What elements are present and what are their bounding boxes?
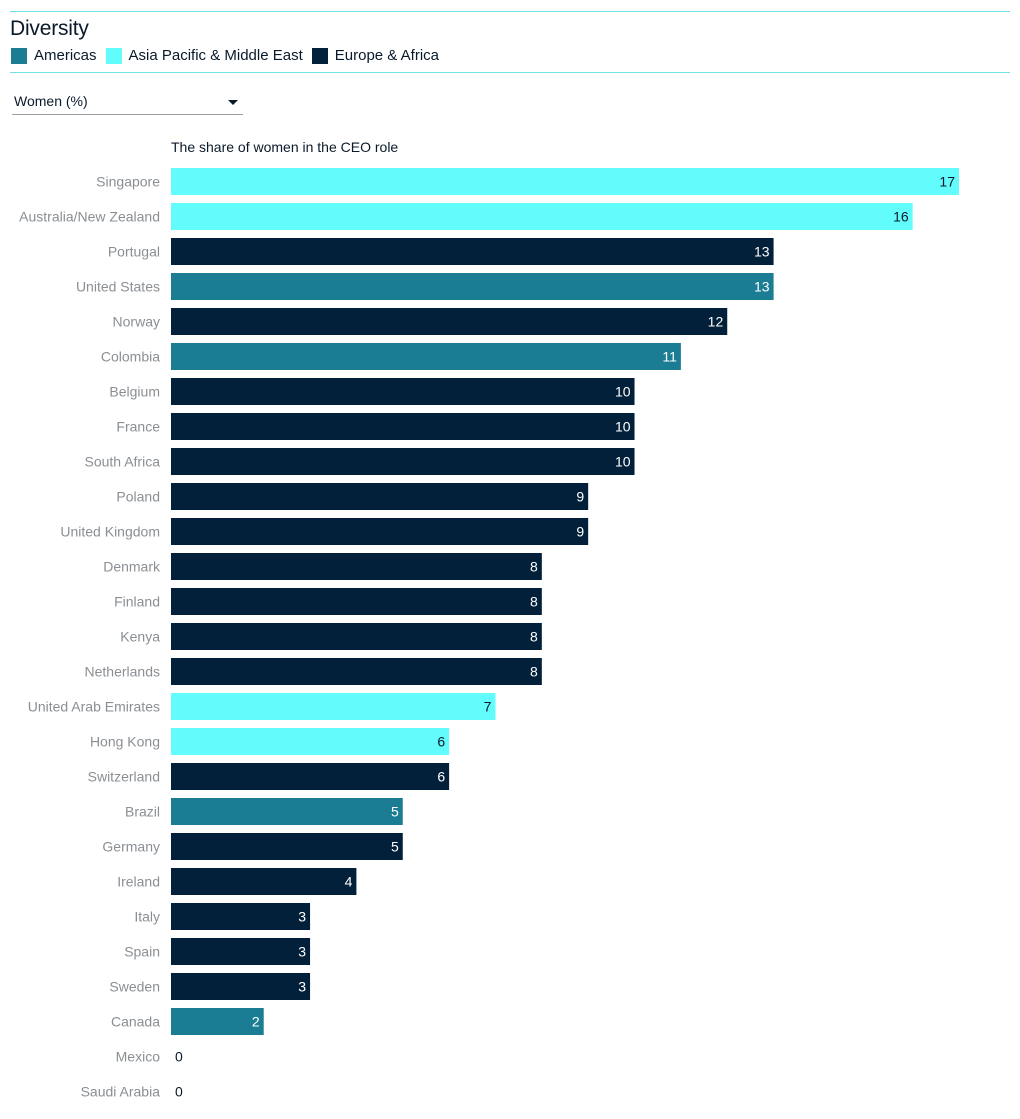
category-label-norway: Norway (113, 314, 160, 330)
value-label-hong-kong: 6 (437, 734, 445, 750)
bar-spain[interactable] (171, 938, 311, 965)
legend-divider (10, 72, 1010, 73)
bar-finland[interactable] (171, 588, 542, 615)
value-label-finland: 8 (530, 594, 538, 610)
category-label-brazil: Brazil (125, 804, 160, 820)
category-label-denmark: Denmark (103, 559, 161, 575)
bar-switzerland[interactable] (171, 763, 450, 790)
value-label-netherlands: 8 (530, 664, 538, 680)
legend-swatch-americas (11, 47, 27, 64)
category-label-united-kingdom: United Kingdom (60, 524, 160, 540)
value-label-saudi-arabia: 0 (175, 1084, 183, 1100)
bar-singapore[interactable] (171, 168, 959, 195)
value-label-france: 10 (615, 419, 631, 435)
chart-title: The share of women in the CEO role (171, 139, 399, 155)
bar-brazil[interactable] (171, 798, 403, 825)
category-label-finland: Finland (114, 594, 160, 610)
value-label-belgium: 10 (615, 384, 631, 400)
bar-sweden[interactable] (171, 973, 311, 1000)
legend-swatch-europe-africa (311, 47, 328, 64)
value-label-united-states: 13 (754, 279, 770, 295)
metric-dropdown[interactable]: Women (%) (12, 89, 243, 115)
category-label-kenya: Kenya (120, 629, 160, 645)
category-label-hong-kong: Hong Kong (90, 734, 160, 750)
legend-swatch-asia-pacific (105, 47, 122, 64)
top-divider (10, 11, 1010, 12)
legend-label-asia-pacific: Asia Pacific & Middle East (128, 47, 303, 64)
category-label-united-states: United States (76, 279, 160, 295)
category-label-south-africa: South Africa (85, 454, 161, 470)
bar-united-states[interactable] (171, 273, 774, 300)
value-label-spain: 3 (298, 944, 306, 960)
value-label-norway: 12 (708, 314, 724, 330)
bar-hong-kong[interactable] (171, 728, 450, 755)
category-label-mexico: Mexico (116, 1049, 161, 1065)
category-label-portugal: Portugal (108, 244, 160, 260)
category-label-spain: Spain (124, 944, 160, 960)
bar-kenya[interactable] (171, 623, 542, 650)
category-label-singapore: Singapore (96, 174, 160, 190)
category-label-germany: Germany (102, 839, 160, 855)
category-label-united-arab-emirates: United Arab Emirates (28, 699, 160, 715)
value-label-singapore: 17 (939, 174, 955, 190)
value-label-mexico: 0 (175, 1049, 183, 1065)
value-label-denmark: 8 (530, 559, 538, 575)
bar-denmark[interactable] (171, 553, 542, 580)
bar-united-arab-emirates[interactable] (171, 693, 496, 720)
value-label-germany: 5 (391, 839, 399, 855)
legend-label-europe-africa: Europe & Africa (334, 47, 439, 64)
category-label-colombia: Colombia (101, 349, 160, 365)
legend-item-americas[interactable]: Americas (11, 47, 97, 64)
category-label-australia-new-zealand: Australia/New Zealand (19, 209, 160, 225)
value-label-united-arab-emirates: 7 (484, 699, 492, 715)
value-label-switzerland: 6 (437, 769, 445, 785)
value-label-canada: 2 (252, 1014, 260, 1030)
category-label-belgium: Belgium (109, 384, 160, 400)
bar-ireland[interactable] (171, 868, 357, 895)
category-label-ireland: Ireland (117, 874, 160, 890)
bar-belgium[interactable] (171, 378, 635, 405)
bar-united-kingdom[interactable] (171, 518, 589, 545)
category-label-italy: Italy (134, 909, 160, 925)
value-label-colombia: 11 (662, 349, 677, 365)
value-label-brazil: 5 (391, 804, 399, 820)
bar-poland[interactable] (171, 483, 589, 510)
value-label-united-kingdom: 9 (576, 524, 584, 540)
value-label-portugal: 13 (754, 244, 770, 260)
legend-item-europe-africa[interactable]: Europe & Africa (311, 47, 439, 64)
bar-netherlands[interactable] (171, 658, 542, 685)
metric-dropdown-value: Women (%) (14, 93, 88, 109)
category-label-france: France (116, 419, 160, 435)
category-label-poland: Poland (116, 489, 160, 505)
page-title: Diversity (10, 17, 89, 40)
chevron-down-icon[interactable] (228, 100, 238, 105)
category-label-canada: Canada (111, 1014, 160, 1030)
bar-italy[interactable] (171, 903, 311, 930)
value-label-poland: 9 (576, 489, 584, 505)
bar-france[interactable] (171, 413, 635, 440)
category-label-saudi-arabia: Saudi Arabia (81, 1084, 161, 1100)
legend-label-americas: Americas (34, 47, 97, 64)
bar-canada[interactable] (171, 1008, 264, 1035)
category-label-switzerland: Switzerland (88, 769, 160, 785)
category-label-netherlands: Netherlands (85, 664, 161, 680)
bar-australia-new-zealand[interactable] (171, 203, 913, 230)
bar-portugal[interactable] (171, 238, 774, 265)
legend: Americas Asia Pacific & Middle East Euro… (11, 47, 448, 64)
legend-item-asia-pacific[interactable]: Asia Pacific & Middle East (105, 47, 303, 64)
bar-colombia[interactable] (171, 343, 681, 370)
bar-south-africa[interactable] (171, 448, 635, 475)
value-label-ireland: 4 (345, 874, 353, 890)
bar-norway[interactable] (171, 308, 728, 335)
value-label-kenya: 8 (530, 629, 538, 645)
category-label-sweden: Sweden (109, 979, 160, 995)
value-label-italy: 3 (298, 909, 306, 925)
value-label-south-africa: 10 (615, 454, 631, 470)
value-label-australia-new-zealand: 16 (893, 209, 909, 225)
bar-germany[interactable] (171, 833, 403, 860)
value-label-sweden: 3 (298, 979, 306, 995)
